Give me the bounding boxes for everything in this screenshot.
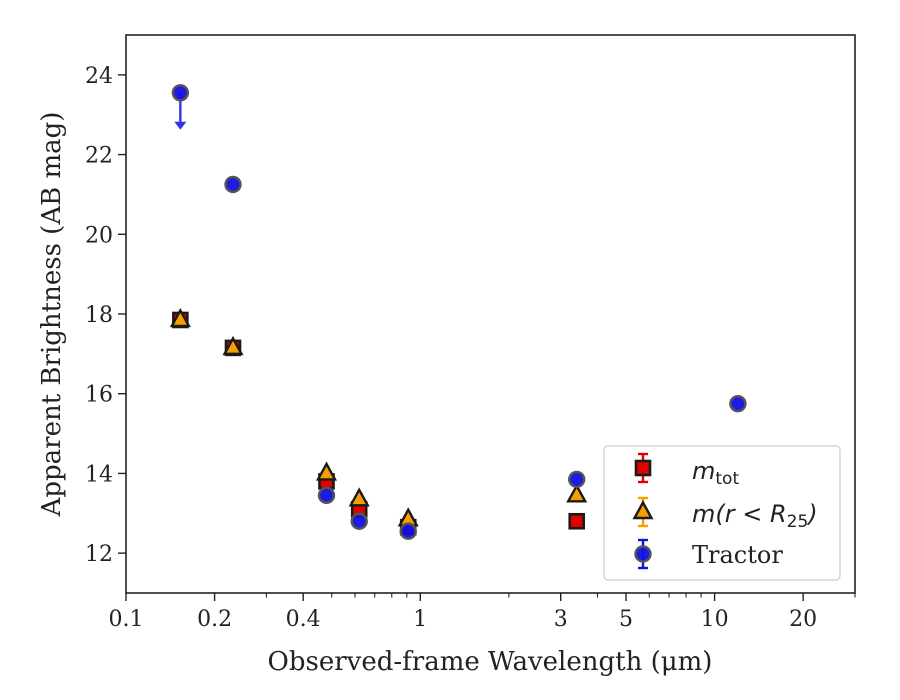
legend-key-tractor bbox=[634, 545, 652, 563]
y-tick-label: 12 bbox=[85, 542, 113, 567]
mr25-point bbox=[169, 307, 191, 328]
axis-ticks: 0.1 0.2 0.4 1 3 5 10 20 12 14 16 18 20 22 24 bbox=[85, 64, 856, 632]
x-axis-label: Observed-frame Wavelength (μm) bbox=[268, 647, 713, 677]
x-tick-label: 0.4 bbox=[286, 607, 321, 632]
mtot-point bbox=[568, 512, 586, 530]
tractor-point bbox=[568, 470, 586, 489]
upper-limit-arrowhead bbox=[174, 121, 187, 130]
tractor-point bbox=[729, 394, 747, 413]
y-tick-label: 18 bbox=[85, 303, 113, 328]
x-tick-label: 0.1 bbox=[109, 607, 144, 632]
x-tick-label: 1 bbox=[413, 607, 427, 632]
tractor-point bbox=[317, 486, 336, 505]
mr25-point bbox=[315, 461, 338, 481]
y-tick-label: 14 bbox=[85, 462, 113, 487]
legend: mtot m(r < R25) Tractor bbox=[603, 445, 841, 581]
legend-label-mr25: m(r < R25) bbox=[692, 500, 818, 532]
x-tick-label: 10 bbox=[701, 607, 729, 632]
mr25-point bbox=[348, 487, 370, 507]
legend-label-mtot: mtot bbox=[692, 457, 739, 489]
y-axis-label: Apparent Brightness (AB mag) bbox=[37, 112, 67, 518]
y-tick-label: 16 bbox=[85, 383, 113, 408]
y-tick-label: 20 bbox=[85, 223, 113, 248]
legend-key-mtot bbox=[634, 459, 652, 477]
tractor-point bbox=[171, 84, 190, 102]
legend-box bbox=[603, 445, 841, 581]
tractor-point bbox=[399, 522, 417, 540]
x-tick-label: 5 bbox=[619, 607, 633, 632]
y-tick-label: 24 bbox=[85, 64, 113, 89]
y-tick-label: 22 bbox=[85, 144, 113, 169]
mr25-point bbox=[566, 483, 588, 503]
legend-key-mr25 bbox=[632, 500, 654, 520]
tractor-point bbox=[224, 175, 242, 194]
x-tick-label: 0.2 bbox=[197, 607, 232, 632]
mr25-point bbox=[222, 335, 244, 356]
tractor-point bbox=[350, 512, 368, 530]
x-tick-label: 3 bbox=[554, 607, 568, 632]
x-tick-label: 20 bbox=[789, 607, 817, 632]
legend-label-tractor: Tractor bbox=[692, 541, 783, 569]
